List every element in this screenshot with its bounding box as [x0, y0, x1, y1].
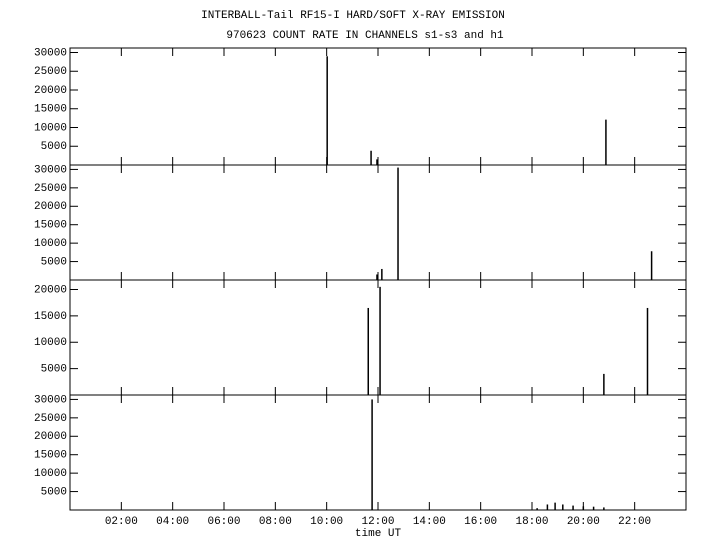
y-tick-label: 25000: [34, 183, 67, 195]
y-tick-label: 10000: [34, 337, 67, 349]
y-tick-label: 20000: [34, 284, 67, 296]
x-tick-label: 10:00: [310, 516, 343, 528]
y-tick-label: 5000: [41, 256, 67, 268]
y-tick-label: 15000: [34, 311, 67, 323]
x-tick-label: 12:00: [361, 516, 394, 528]
x-tick-label: 04:00: [156, 516, 189, 528]
y-tick-label: 20000: [34, 201, 67, 213]
y-tick-label: 30000: [34, 394, 67, 406]
y-tick-label: 25000: [34, 66, 67, 78]
y-tick-label: 5000: [41, 486, 67, 498]
chart-title: INTERBALL-Tail RF15-I HARD/SOFT X-RAY EM…: [201, 10, 505, 22]
x-tick-label: 14:00: [413, 516, 446, 528]
y-tick-label: 20000: [34, 85, 67, 97]
y-tick-label: 25000: [34, 413, 67, 425]
y-tick-label: 15000: [34, 104, 67, 116]
chart-subtitle: 970623 COUNT RATE IN CHANNELS s1-s3 and …: [226, 30, 504, 42]
y-tick-label: 5000: [41, 364, 67, 376]
y-tick-label: 30000: [34, 164, 67, 176]
x-tick-label: 18:00: [515, 516, 548, 528]
x-tick-label: 06:00: [207, 516, 240, 528]
y-tick-label: 15000: [34, 450, 67, 462]
y-tick-label: 10000: [34, 238, 67, 250]
y-tick-label: 10000: [34, 122, 67, 134]
y-tick-label: 30000: [34, 47, 67, 59]
x-tick-label: 22:00: [618, 516, 651, 528]
x-tick-label: 08:00: [259, 516, 292, 528]
panel-frame: [69, 47, 687, 166]
x-tick-label: 16:00: [464, 516, 497, 528]
x-tick-label: 02:00: [105, 516, 138, 528]
y-tick-label: 10000: [34, 468, 67, 480]
y-tick-label: 5000: [41, 141, 67, 153]
y-tick-label: 20000: [34, 431, 67, 443]
panel-frame: [69, 279, 687, 396]
y-tick-label: 15000: [34, 220, 67, 232]
x-axis-label: time UT: [355, 528, 402, 540]
panel-frame: [69, 394, 687, 511]
x-tick-label: 20:00: [567, 516, 600, 528]
panel-frame: [69, 164, 687, 281]
